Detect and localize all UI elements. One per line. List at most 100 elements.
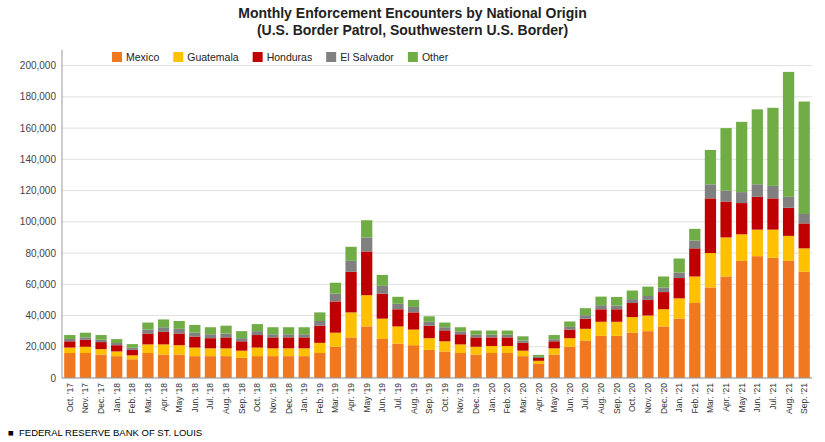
legend-item: Mexico [112,51,159,63]
bar [533,355,544,357]
bar [674,273,685,278]
bar [658,287,669,292]
bar [142,344,153,353]
x-tick-label: Jan. '19 [299,383,309,413]
bar [689,241,700,249]
bar [674,278,685,298]
bar [439,330,450,341]
grid-line [62,378,812,379]
bar [470,337,481,346]
x-tick-label: Mar. '19 [330,383,340,413]
grid-line [62,65,812,66]
bar [502,337,513,346]
bar [502,346,513,353]
bar [220,356,231,378]
bar [549,355,560,378]
x-tick-label: Dec. '20 [659,383,669,414]
bar [642,300,653,316]
bar [299,356,310,378]
x-tick-label: Dec. '18 [284,383,294,414]
title: Monthly Enforcement Encounters by Nation… [238,5,586,38]
bar [361,295,372,326]
bar [236,358,247,378]
bar [64,335,75,339]
bar [361,237,372,251]
bar [377,294,388,319]
x-tick-label: Jun. '19 [377,383,387,413]
bar [252,324,263,331]
bar [627,291,638,300]
x-tick-label: Jan. '20 [487,383,497,413]
bar [767,108,778,186]
bar [142,333,153,344]
bar [705,287,716,378]
bar [158,327,169,332]
x-tick-label: Feb. '21 [690,383,700,414]
bar [80,333,91,338]
bar [595,297,606,306]
y-tick-label: 120,000 [20,185,57,196]
bar [95,340,106,342]
x-tick-label: May '19 [362,383,372,413]
bar [142,323,153,330]
legend-item: El Salvador [326,51,394,63]
bar [424,326,435,338]
bar [189,325,200,333]
y-tick-label: 140,000 [20,154,57,165]
bar [80,347,91,353]
bar [439,327,450,330]
bar [470,355,481,378]
bar [80,353,91,378]
bar [267,356,278,378]
x-tick-label: Aug. '18 [221,383,231,414]
bar [455,344,466,353]
bar [220,326,231,334]
bar [642,316,653,332]
bar [158,332,169,344]
grid [62,66,812,378]
bar [424,350,435,378]
bar [736,261,747,378]
x-tick-label: Apr. '18 [159,383,169,412]
bar [595,305,606,309]
bar [330,301,341,332]
bar [299,327,310,334]
bar [642,331,653,378]
legend-label: Honduras [267,51,313,63]
bar [174,355,185,378]
bar [736,234,747,261]
bar [564,321,575,326]
bar [564,347,575,378]
bar [799,102,810,214]
bar [345,247,356,261]
bar [627,317,638,333]
bar [189,356,200,378]
bar [392,304,403,309]
bar [252,335,263,347]
bar [158,319,169,327]
bar [377,339,388,378]
x-axis-line [62,378,812,379]
bar [220,337,231,348]
bar [267,348,278,356]
x-tick-label: Dec. '19 [471,383,481,414]
bar [127,350,138,355]
bar [689,248,700,276]
bar [283,356,294,378]
bar [267,334,278,337]
y-tick-label: 160,000 [20,123,57,134]
bar [64,353,75,378]
bar [189,333,200,337]
bar [267,327,278,334]
legend-item: Guatemala [173,51,239,63]
bar [95,349,106,354]
bar [345,337,356,378]
bar [799,223,810,248]
bar [767,198,778,229]
bar [783,197,794,208]
x-tick-label: Aug. '21 [784,383,794,414]
x-tick-label: Jul. '18 [205,383,215,410]
x-tick-label: Jul. '19 [393,383,403,410]
bar [95,342,106,349]
bar [533,358,544,361]
